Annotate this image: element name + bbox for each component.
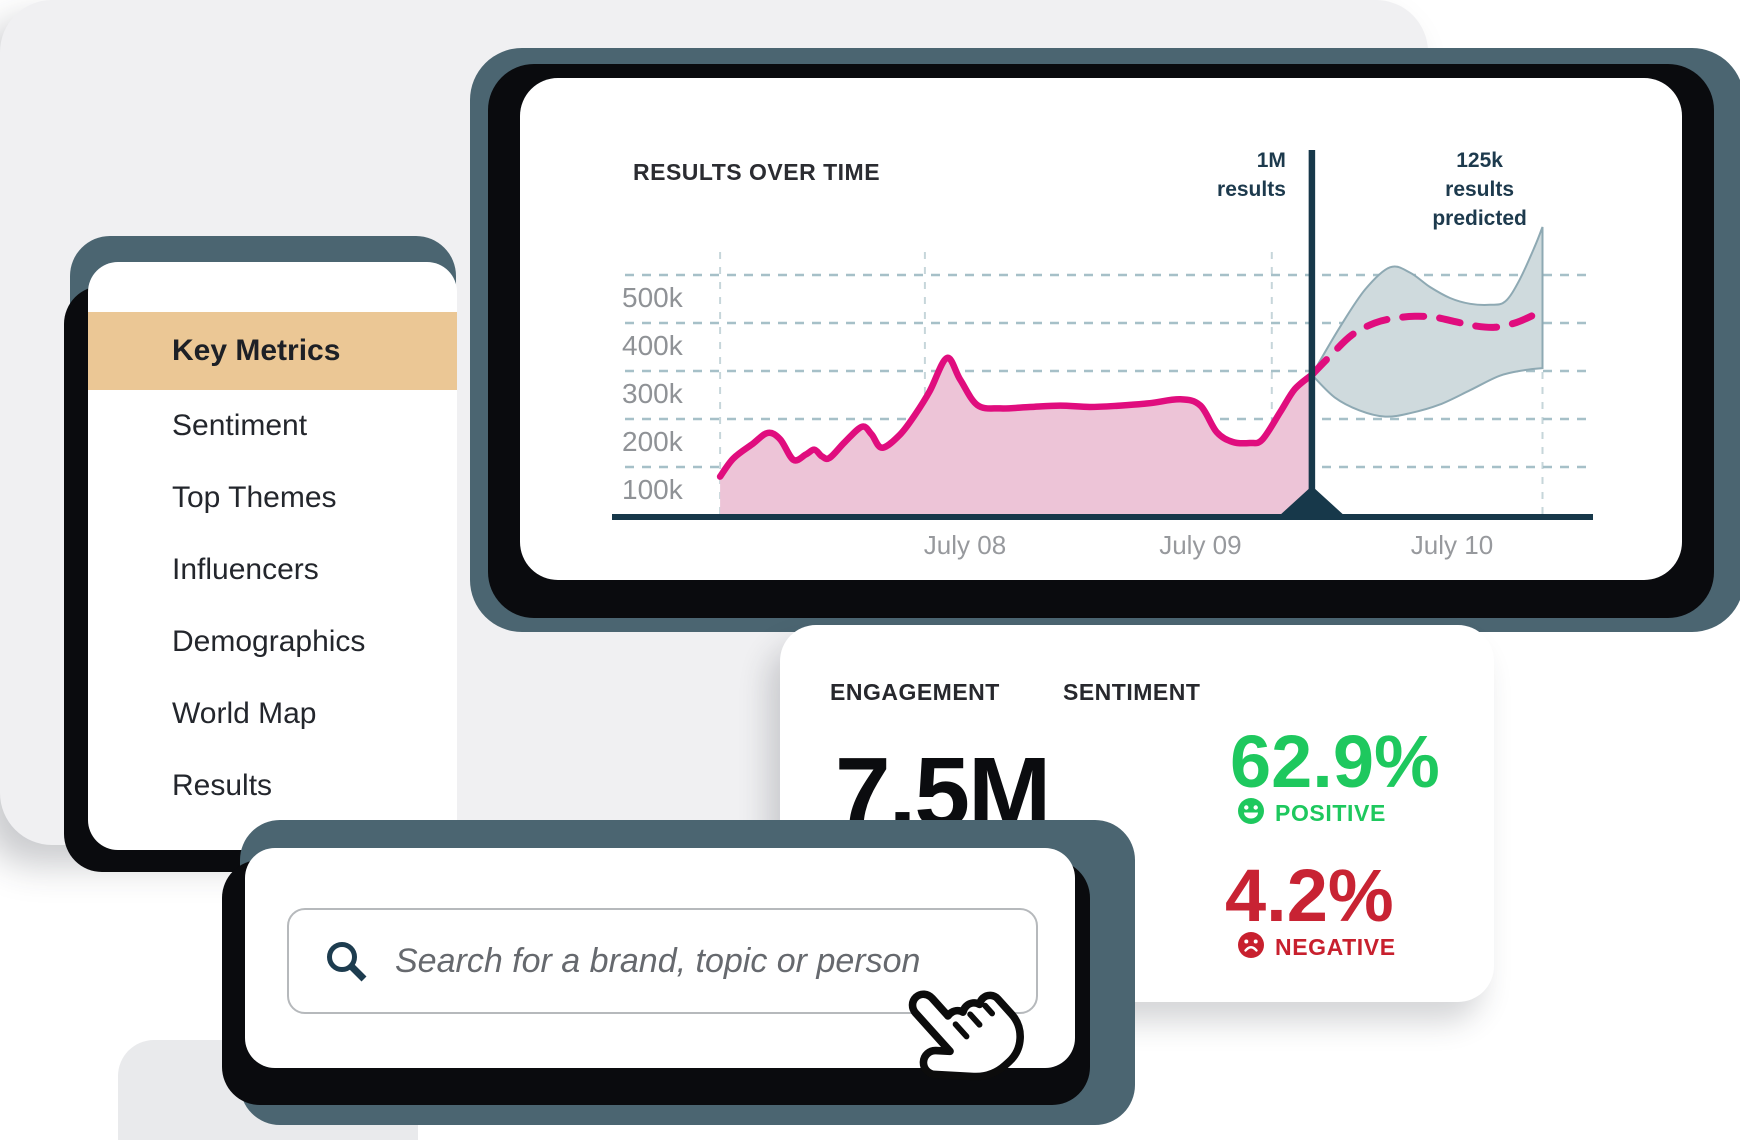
svg-text:July 10: July 10 [1411,530,1493,560]
svg-text:1M: 1M [1257,149,1286,172]
sentiment-label: SENTIMENT [1063,679,1201,705]
sidebar-item-sentiment[interactable]: Sentiment [88,390,457,462]
sidebar-menu: Key Metrics Sentiment Top Themes Influencer… [88,312,457,822]
sidebar-item-label: World Map [172,697,317,730]
svg-text:500k: 500k [622,282,684,313]
positive-row: POSITIVE [1237,797,1386,830]
svg-text:100k: 100k [622,474,684,505]
sidebar-item-key-metrics[interactable]: Key Metrics [88,312,457,390]
sidebar-item-results[interactable]: Results [88,750,457,822]
positive-percentage: 62.9% [1230,720,1440,803]
svg-text:300k: 300k [622,378,684,409]
positive-label: POSITIVE [1275,800,1386,826]
search-icon [327,942,367,982]
svg-text:results: results [1217,178,1286,201]
results-over-time-chart: 500k 400k 300k 200k 100k July 08 July 09 July 1… [520,78,1682,580]
sidebar-item-top-themes[interactable]: Top Themes [88,462,457,534]
svg-text:July 08: July 08 [924,530,1006,560]
chart-title: RESULTS OVER TIME [633,159,881,186]
sidebar-item-label: Key Metrics [172,334,341,367]
svg-text:200k: 200k [622,426,684,457]
negative-label: NEGATIVE [1275,934,1396,960]
frowny-face-icon [1237,931,1265,964]
negative-row: NEGATIVE [1237,931,1396,964]
negative-percentage: 4.2% [1225,854,1394,937]
svg-text:400k: 400k [622,330,684,361]
sidebar-item-label: Demographics [172,625,366,658]
sidebar-item-demographics[interactable]: Demographics [88,606,457,678]
sidebar-card: Key Metrics Sentiment Top Themes Influencer… [88,262,457,850]
search-field[interactable] [393,940,1036,982]
hand-pointer-icon [908,990,1024,1081]
sidebar-item-world-map[interactable]: World Map [88,678,457,750]
svg-text:predicted: predicted [1432,207,1527,230]
sidebar-item-label: Results [172,769,273,802]
smiley-face-icon [1237,797,1265,830]
svg-text:July 09: July 09 [1159,530,1241,560]
search-card [245,848,1075,1068]
engagement-label: ENGAGEMENT [830,679,1000,705]
sidebar-item-label: Influencers [172,553,319,586]
sidebar-item-label: Sentiment [172,409,308,442]
sidebar-item-label: Top Themes [172,481,337,514]
results-chart-card: RESULTS OVER TIME 500k 400k 300k 200k 100k Ju… [520,78,1682,580]
sidebar-item-influencers[interactable]: Influencers [88,534,457,606]
svg-text:results: results [1445,178,1514,201]
svg-text:125k: 125k [1456,149,1503,172]
